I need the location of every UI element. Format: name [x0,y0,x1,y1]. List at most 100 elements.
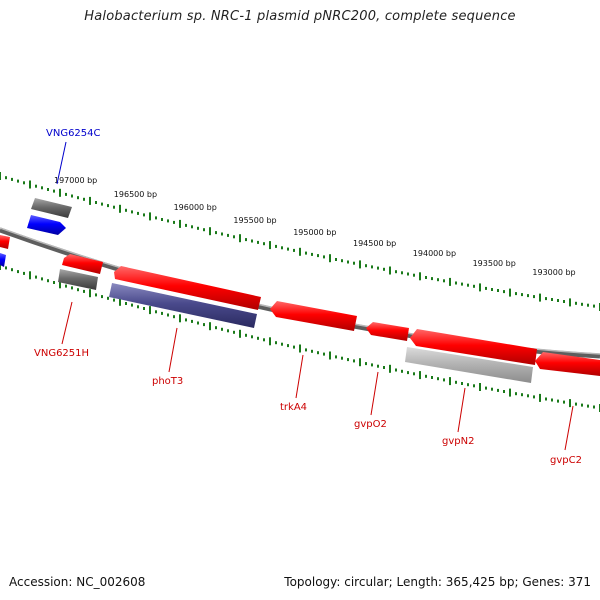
outer-major-tick [119,204,121,213]
outer-major-tick [479,283,481,292]
outer-minor-tick [275,244,277,248]
outer-tick-row [0,172,600,311]
gene-label-vng6254c[interactable]: VNG6254C [46,128,101,139]
outer-minor-tick [413,273,415,277]
outer-minor-tick [197,226,199,230]
gene-bar-trka4[interactable] [270,301,357,331]
outer-major-tick [59,188,61,197]
gene-label-vng6251h[interactable]: VNG6251H [34,348,89,359]
gene-bar-vng6254c[interactable] [27,215,66,235]
outer-major-tick [269,241,271,250]
outer-minor-tick [35,184,37,188]
outer-minor-tick [473,284,475,288]
outer-minor-tick [23,181,25,185]
outer-minor-tick [287,247,289,251]
outer-minor-tick [233,235,235,239]
outer-minor-tick [371,265,373,269]
gene-bar-left-edge-blue[interactable] [0,253,6,267]
inner-minor-tick [311,349,313,353]
gene-bar-vng6251h-arrow[interactable] [62,254,103,274]
gene-label-gvpn2[interactable]: gvpN2 [442,436,474,447]
outer-minor-tick [41,186,43,190]
inner-major-tick [29,271,31,280]
inner-minor-tick [245,333,247,337]
inner-minor-tick [131,303,133,307]
inner-major-tick [179,314,181,323]
gene-bar-left-edge[interactable] [0,235,10,249]
inner-minor-tick [527,394,529,398]
gene-bar-phot3[interactable] [109,283,257,328]
inner-minor-tick [503,390,505,393]
outer-minor-tick [65,192,67,196]
inner-minor-tick [263,338,265,342]
outer-minor-tick [113,205,115,209]
inner-minor-tick [191,319,193,323]
map-title: Halobacterium sp. NRC-1 plasmid pNRC200,… [84,9,516,24]
inner-minor-tick [197,321,199,325]
tick-label: 193500 bp [473,259,516,268]
gene-bar-gvpn2[interactable] [410,329,537,365]
inner-minor-tick [137,305,139,309]
outer-minor-tick [101,202,103,206]
outer-minor-tick [191,225,193,229]
inner-minor-tick [53,281,55,284]
inner-minor-tick [425,374,427,378]
outer-minor-tick [467,283,469,287]
inner-major-tick [329,351,331,360]
gene-bar-gvpn2-gray[interactable] [405,347,533,383]
gene-bar-vng6251h[interactable] [58,269,98,290]
tick-label: 197000 bp [54,176,97,185]
gene-label-gvpo2[interactable]: gvpO2 [354,419,387,430]
tick-label: 196000 bp [174,203,217,212]
gene-label-phot3[interactable]: phoT3 [152,376,183,387]
gene-bar-phot3-arrow[interactable] [114,266,261,310]
inner-minor-tick [155,310,157,314]
gene-bar-vng6254c-gray[interactable] [31,198,72,218]
inner-minor-tick [521,393,523,397]
gene-label-gvpc2[interactable]: gvpC2 [550,455,582,466]
outer-minor-tick [311,252,313,256]
inner-minor-tick [5,266,7,270]
gene-labels: VNG6254C VNG6251H phoT3 trkA4 gvpO2 gvpN… [34,128,582,466]
outer-minor-tick [587,303,589,307]
outer-minor-tick [485,286,487,290]
outer-minor-tick [353,261,355,265]
inner-minor-tick [563,400,565,404]
inner-major-tick [0,262,1,270]
inner-minor-tick [41,277,43,281]
outer-minor-tick [575,301,577,305]
inner-major-tick [149,306,151,315]
inner-minor-tick [473,384,475,388]
outer-major-tick [29,180,31,189]
accession-label: Accession: NC_002608 [9,575,146,589]
inner-major-tick [419,371,421,380]
inner-minor-tick [575,402,577,406]
inner-minor-tick [587,404,589,408]
outer-minor-tick [77,196,79,200]
inner-minor-tick [101,295,103,299]
inner-minor-tick [407,371,409,375]
inner-major-tick [509,388,511,397]
inner-major-tick [449,377,451,386]
gene-features [0,198,600,383]
outer-minor-tick [143,213,145,217]
outer-minor-tick [281,246,283,250]
outer-major-tick [449,277,451,286]
outer-minor-tick [95,201,97,204]
gene-bar-gvpo2[interactable] [366,322,409,341]
outer-minor-tick [203,228,205,232]
outer-minor-tick [11,177,13,181]
gene-label-trka4[interactable]: trkA4 [280,402,307,413]
outer-minor-tick [305,251,307,255]
inner-minor-tick [377,364,379,368]
inner-minor-tick [383,366,385,369]
inner-minor-tick [35,275,37,279]
gene-bar-gvpc2[interactable] [535,352,600,376]
inner-minor-tick [23,271,25,275]
inner-minor-tick [533,395,535,399]
tick-labels: 197000 bp 196500 bp 196000 bp 195500 bp 1950… [54,176,576,277]
outer-minor-tick [47,188,49,191]
inner-major-tick [299,344,301,353]
inner-minor-tick [65,284,67,288]
